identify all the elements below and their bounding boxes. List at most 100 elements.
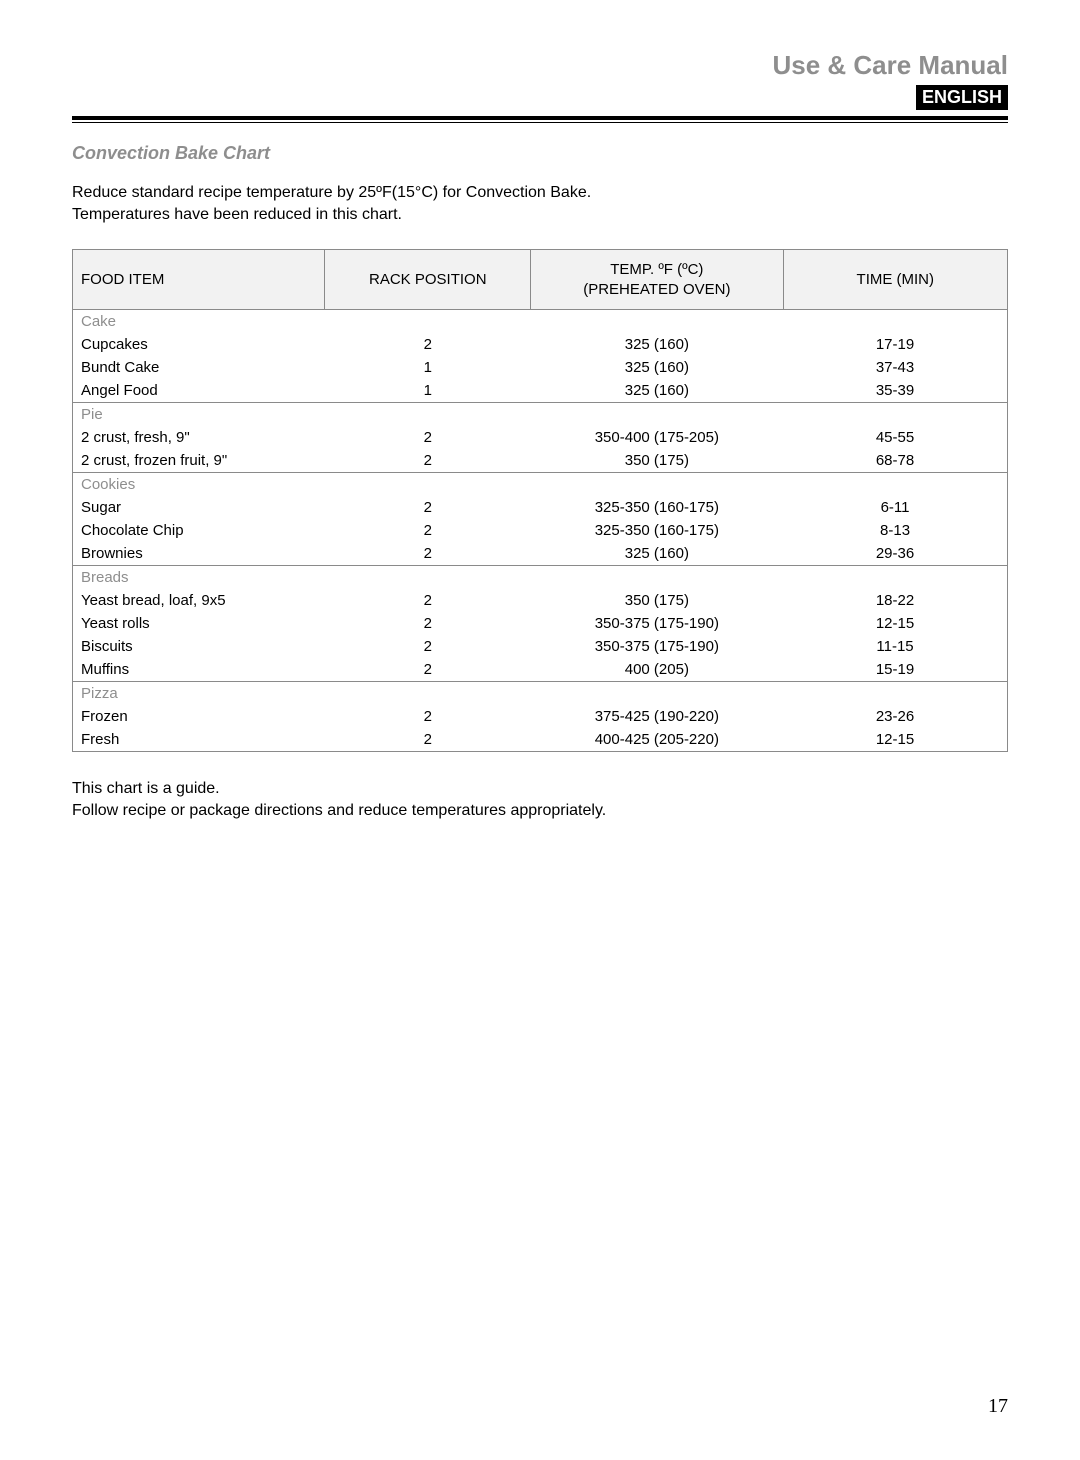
table-row: Bundt Cake1325 (160)37-43 bbox=[73, 356, 1008, 379]
cell-empty bbox=[531, 566, 783, 590]
cell-time: 23-26 bbox=[783, 705, 1007, 728]
intro-line-1: Reduce standard recipe temperature by 25… bbox=[72, 182, 1008, 204]
col-header-food: FOOD ITEM bbox=[73, 250, 325, 310]
table-row: Brownies2325 (160)29-36 bbox=[73, 542, 1008, 566]
cell-time: 12-15 bbox=[783, 612, 1007, 635]
cell-time: 37-43 bbox=[783, 356, 1007, 379]
table-category-row: Breads bbox=[73, 566, 1008, 590]
table-row: Angel Food1325 (160)35-39 bbox=[73, 379, 1008, 403]
cell-rack: 2 bbox=[325, 589, 531, 612]
table-category-row: Cake bbox=[73, 310, 1008, 334]
cell-rack: 2 bbox=[325, 333, 531, 356]
section-intro: Reduce standard recipe temperature by 25… bbox=[72, 182, 1008, 225]
cell-food: 2 crust, fresh, 9" bbox=[73, 426, 325, 449]
cell-food: Yeast bread, loaf, 9x5 bbox=[73, 589, 325, 612]
cell-rack: 2 bbox=[325, 449, 531, 473]
cell-time: 15-19 bbox=[783, 658, 1007, 682]
cell-food: Fresh bbox=[73, 728, 325, 752]
page-number: 17 bbox=[988, 1395, 1008, 1418]
cell-empty bbox=[531, 682, 783, 706]
intro-line-2: Temperatures have been reduced in this c… bbox=[72, 204, 1008, 226]
cell-time: 8-13 bbox=[783, 519, 1007, 542]
category-label: Breads bbox=[73, 566, 325, 590]
cell-rack: 2 bbox=[325, 426, 531, 449]
cell-time: 18-22 bbox=[783, 589, 1007, 612]
cell-temp: 375-425 (190-220) bbox=[531, 705, 783, 728]
cell-empty bbox=[783, 403, 1007, 427]
table-row: Frozen2375-425 (190-220)23-26 bbox=[73, 705, 1008, 728]
cell-temp: 350-375 (175-190) bbox=[531, 612, 783, 635]
cell-empty bbox=[531, 310, 783, 334]
cell-food: Yeast rolls bbox=[73, 612, 325, 635]
table-row: Muffins2400 (205)15-19 bbox=[73, 658, 1008, 682]
cell-food: Brownies bbox=[73, 542, 325, 566]
category-label: Pie bbox=[73, 403, 325, 427]
cell-time: 29-36 bbox=[783, 542, 1007, 566]
col-header-temp: TEMP. ºF (ºC) (PREHEATED OVEN) bbox=[531, 250, 783, 310]
manual-title: Use & Care Manual bbox=[72, 50, 1008, 81]
table-category-row: Cookies bbox=[73, 473, 1008, 497]
cell-temp: 350-400 (175-205) bbox=[531, 426, 783, 449]
cell-food: Sugar bbox=[73, 496, 325, 519]
divider-thick bbox=[72, 116, 1008, 120]
cell-temp: 325-350 (160-175) bbox=[531, 519, 783, 542]
cell-empty bbox=[531, 473, 783, 497]
cell-rack: 1 bbox=[325, 356, 531, 379]
table-category-row: Pie bbox=[73, 403, 1008, 427]
cell-temp: 325 (160) bbox=[531, 333, 783, 356]
footer-note: This chart is a guide. Follow recipe or … bbox=[72, 778, 1008, 821]
cell-empty bbox=[783, 473, 1007, 497]
cell-empty bbox=[783, 566, 1007, 590]
cell-temp: 325-350 (160-175) bbox=[531, 496, 783, 519]
table-category-row: Pizza bbox=[73, 682, 1008, 706]
col-header-temp-line1: TEMP. ºF (ºC) bbox=[610, 261, 703, 278]
table-row: 2 crust, fresh, 9"2350-400 (175-205)45-5… bbox=[73, 426, 1008, 449]
col-header-time: TIME (MIN) bbox=[783, 250, 1007, 310]
cell-food: Bundt Cake bbox=[73, 356, 325, 379]
cell-empty bbox=[325, 403, 531, 427]
table-row: Yeast rolls2350-375 (175-190)12-15 bbox=[73, 612, 1008, 635]
cell-rack: 2 bbox=[325, 658, 531, 682]
table-header-row: FOOD ITEM RACK POSITION TEMP. ºF (ºC) (P… bbox=[73, 250, 1008, 310]
cell-temp: 400 (205) bbox=[531, 658, 783, 682]
cell-rack: 2 bbox=[325, 635, 531, 658]
cell-temp: 350-375 (175-190) bbox=[531, 635, 783, 658]
category-label: Pizza bbox=[73, 682, 325, 706]
table-row: Yeast bread, loaf, 9x52350 (175)18-22 bbox=[73, 589, 1008, 612]
cell-rack: 2 bbox=[325, 612, 531, 635]
cell-food: Angel Food bbox=[73, 379, 325, 403]
table-row: Cupcakes2325 (160)17-19 bbox=[73, 333, 1008, 356]
bake-chart-table: FOOD ITEM RACK POSITION TEMP. ºF (ºC) (P… bbox=[72, 249, 1008, 752]
footer-line-2: Follow recipe or package directions and … bbox=[72, 800, 1008, 822]
cell-rack: 2 bbox=[325, 519, 531, 542]
cell-empty bbox=[325, 682, 531, 706]
cell-empty bbox=[325, 566, 531, 590]
cell-rack: 2 bbox=[325, 542, 531, 566]
table-row: 2 crust, frozen fruit, 9"2350 (175)68-78 bbox=[73, 449, 1008, 473]
cell-temp: 325 (160) bbox=[531, 356, 783, 379]
cell-time: 17-19 bbox=[783, 333, 1007, 356]
section-title: Convection Bake Chart bbox=[72, 143, 1008, 164]
cell-empty bbox=[783, 682, 1007, 706]
cell-rack: 2 bbox=[325, 705, 531, 728]
cell-empty bbox=[531, 403, 783, 427]
cell-food: Biscuits bbox=[73, 635, 325, 658]
language-badge: ENGLISH bbox=[916, 85, 1008, 110]
col-header-temp-line2: (PREHEATED OVEN) bbox=[583, 281, 730, 298]
cell-time: 35-39 bbox=[783, 379, 1007, 403]
cell-temp: 400-425 (205-220) bbox=[531, 728, 783, 752]
col-header-rack: RACK POSITION bbox=[325, 250, 531, 310]
cell-empty bbox=[325, 473, 531, 497]
page-header: Use & Care Manual ENGLISH bbox=[72, 50, 1008, 110]
cell-empty bbox=[783, 310, 1007, 334]
category-label: Cookies bbox=[73, 473, 325, 497]
table-row: Biscuits2350-375 (175-190)11-15 bbox=[73, 635, 1008, 658]
cell-temp: 325 (160) bbox=[531, 379, 783, 403]
cell-food: Chocolate Chip bbox=[73, 519, 325, 542]
cell-time: 11-15 bbox=[783, 635, 1007, 658]
cell-food: Muffins bbox=[73, 658, 325, 682]
cell-rack: 1 bbox=[325, 379, 531, 403]
divider-thin bbox=[72, 122, 1008, 123]
cell-temp: 350 (175) bbox=[531, 589, 783, 612]
cell-food: Cupcakes bbox=[73, 333, 325, 356]
